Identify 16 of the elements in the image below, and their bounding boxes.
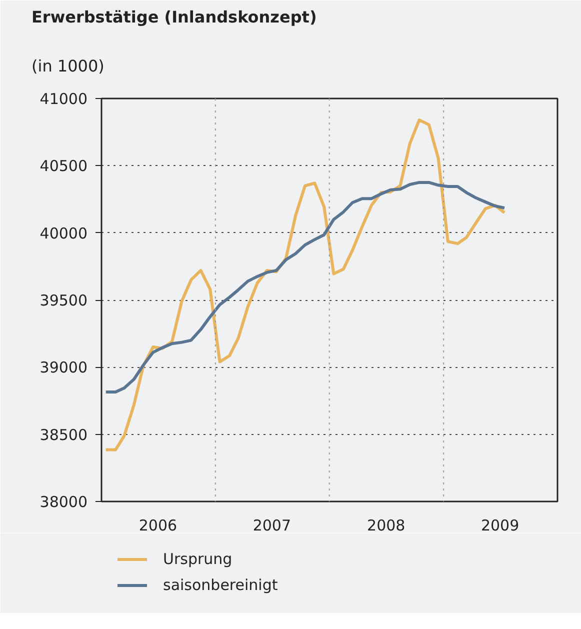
legend-label: saisonbereinigt <box>163 576 278 594</box>
y-tick-label: 39000 <box>40 358 88 377</box>
chart-subtitle: (in 1000) <box>32 56 104 76</box>
x-tick-label: 2006 <box>138 516 178 534</box>
y-tick-label: 40500 <box>40 157 88 176</box>
x-tick-label: 2008 <box>367 516 406 534</box>
y-tick-label: 41000 <box>40 90 88 108</box>
chart-title: Erwerbstätige (Inlandskonzept) <box>32 8 317 26</box>
y-tick-label: 38000 <box>40 493 88 511</box>
legend-label: Ursprung <box>163 550 232 568</box>
x-tick-label: 2009 <box>480 516 520 534</box>
x-tick-label: 2007 <box>252 516 292 534</box>
y-tick-label: 38500 <box>40 426 88 444</box>
y-tick-label: 39500 <box>40 292 88 310</box>
line-series <box>104 180 506 394</box>
y-tick-label: 40000 <box>40 224 88 242</box>
